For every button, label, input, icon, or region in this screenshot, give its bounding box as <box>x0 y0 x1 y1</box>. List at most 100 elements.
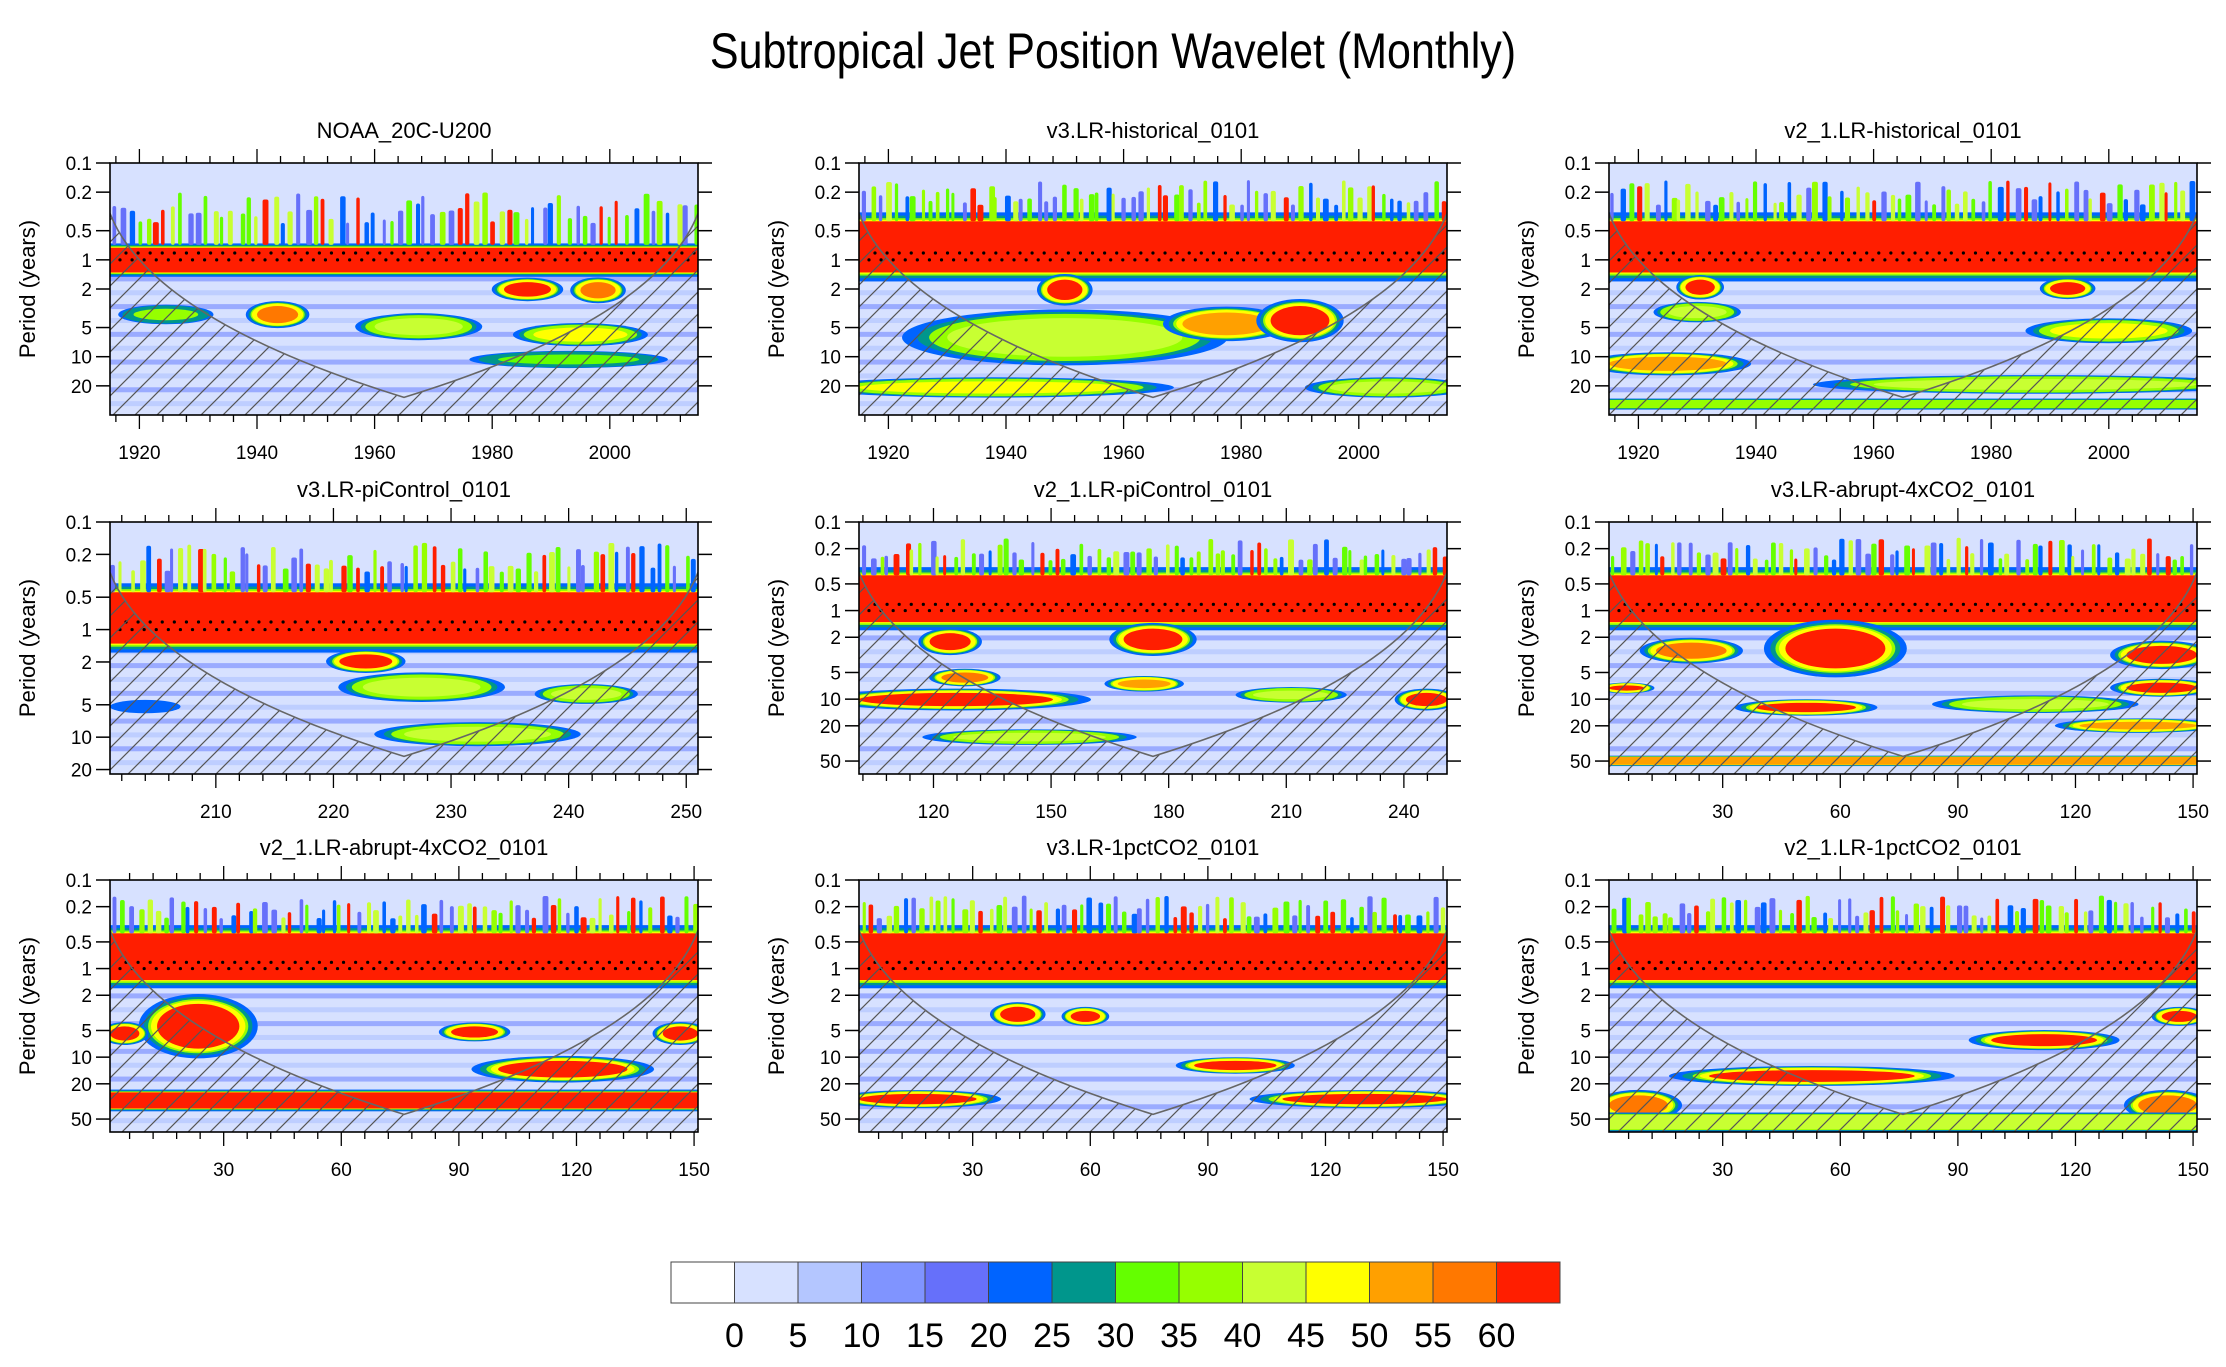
significance-dot <box>245 251 249 255</box>
significance-dot <box>650 258 654 262</box>
power-streak <box>155 910 162 934</box>
x-tick-label: 240 <box>1388 802 1420 823</box>
power-streak <box>1372 911 1377 934</box>
significance-dot <box>2040 966 2044 971</box>
significance-dot <box>2082 960 2086 964</box>
y-tick-label: 0.1 <box>66 513 92 534</box>
power-streak <box>1357 197 1363 222</box>
significance-dot <box>619 251 624 255</box>
significance-dot <box>1756 960 1760 964</box>
significance-dot <box>1641 258 1645 262</box>
power-band <box>1609 1090 2197 1096</box>
power-streak <box>1027 198 1032 222</box>
significance-dot <box>1145 258 1149 262</box>
power-streak <box>1130 551 1136 576</box>
power-band <box>110 290 698 296</box>
power-band <box>110 304 698 310</box>
x-tick-label: 60 <box>331 1160 352 1181</box>
power-streak <box>211 906 217 934</box>
power-streak <box>590 222 596 245</box>
significance-dot <box>1895 966 1899 971</box>
significance-dot <box>2052 966 2056 971</box>
power-streak <box>1198 905 1203 934</box>
significance-dot <box>1677 966 1682 971</box>
significance-dot <box>903 966 907 971</box>
x-tick-label: 220 <box>318 802 350 823</box>
power-streak <box>1662 913 1668 934</box>
significance-dot <box>2058 602 2062 606</box>
y-tick-label: 5 <box>830 1021 841 1042</box>
significance-dot <box>142 258 146 262</box>
significance-dot <box>1157 966 1161 971</box>
significance-dot <box>1217 258 1222 262</box>
power-streak <box>240 213 246 245</box>
significance-dot <box>1762 258 1766 262</box>
y-tick-label: 2 <box>1580 628 1591 649</box>
cone-of-influence-line <box>110 213 698 399</box>
power-streak <box>1831 559 1837 576</box>
power-streak <box>1367 896 1373 934</box>
y-tick-label: 2 <box>81 653 92 674</box>
power-streak <box>2099 192 2106 222</box>
power-streak <box>1398 914 1403 934</box>
significance-dot <box>1217 608 1222 613</box>
y-tick-label: 20 <box>71 377 92 398</box>
significance-dot <box>154 258 158 262</box>
power-streak <box>580 564 585 593</box>
power-streak <box>1341 180 1346 222</box>
significance-dot <box>360 966 364 971</box>
significance-dot <box>613 627 618 632</box>
power-streak <box>576 205 580 245</box>
power-streak <box>1323 900 1329 934</box>
significance-dot <box>172 251 176 255</box>
significance-dot <box>1290 258 1294 262</box>
significance-dot <box>1756 251 1760 255</box>
significance-dot <box>547 620 551 624</box>
x-tick-label: 1960 <box>1852 443 1894 464</box>
power-streak <box>1018 559 1025 576</box>
power-streak <box>1240 204 1244 222</box>
x-tick-label: 60 <box>1080 1160 1101 1181</box>
significance-dot <box>360 627 364 632</box>
power-streak <box>1848 540 1853 576</box>
power-streak <box>1113 551 1120 576</box>
significance-dot <box>438 620 442 624</box>
significance-dot <box>221 251 225 255</box>
power-streak <box>1638 914 1644 934</box>
significance-dot <box>1084 258 1089 262</box>
significance-dot <box>1133 258 1137 262</box>
significance-dot <box>348 966 352 971</box>
significance-dot <box>1683 251 1688 255</box>
significance-dot <box>565 258 569 262</box>
significance-dot <box>2010 960 2014 964</box>
significance-dot <box>1374 608 1379 613</box>
power-streak <box>884 555 889 576</box>
power-streak <box>404 565 408 593</box>
power-streak <box>969 900 975 934</box>
colorbar-swatch <box>1496 1261 1561 1304</box>
power-streak <box>921 189 926 222</box>
power-streak <box>164 917 169 934</box>
significance-dot <box>323 258 328 262</box>
power-feature <box>1270 306 1330 336</box>
power-streak <box>1981 201 1986 222</box>
significance-dot <box>426 620 430 624</box>
significance-dot <box>1834 608 1839 613</box>
significance-dot <box>480 258 485 262</box>
power-streak <box>2131 548 2136 576</box>
significance-dot <box>988 966 992 971</box>
power-streak <box>580 917 587 934</box>
power-streak <box>1279 556 1284 576</box>
significance-dot <box>644 251 648 255</box>
significance-dot <box>1677 608 1682 613</box>
power-streak <box>346 222 350 245</box>
significance-dot <box>1362 966 1367 971</box>
significance-dot <box>390 251 394 255</box>
significance-dot <box>1913 251 1917 255</box>
power-streak <box>449 906 454 934</box>
power-streak <box>140 560 146 593</box>
power-streak <box>1111 193 1115 222</box>
significance-dot <box>275 258 279 262</box>
power-feature <box>1000 1006 1036 1022</box>
